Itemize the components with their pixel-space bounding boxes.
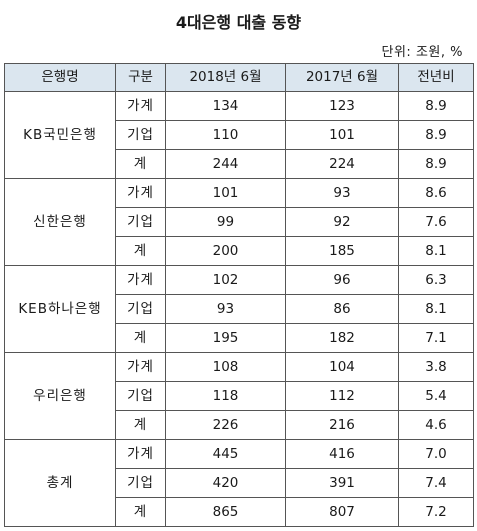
yoy-cell: 7.6 xyxy=(398,207,474,237)
value-2018-cell: 99 xyxy=(165,207,286,237)
value-2018-cell: 226 xyxy=(165,410,286,440)
kind-cell: 가계 xyxy=(115,439,166,469)
table-row: 기업 110 101 8.9 xyxy=(5,120,474,150)
yoy-cell: 8.1 xyxy=(398,294,474,324)
value-2017-cell: 216 xyxy=(285,410,399,440)
table-row: 계 195 182 7.1 xyxy=(5,323,474,353)
value-2017-cell: 123 xyxy=(285,91,399,121)
kind-cell: 기업 xyxy=(115,207,166,237)
value-2017-cell: 96 xyxy=(285,265,399,295)
value-2018-cell: 110 xyxy=(165,120,286,150)
kind-cell: 계 xyxy=(115,323,166,353)
yoy-cell: 8.9 xyxy=(398,120,474,150)
value-2017-cell: 101 xyxy=(285,120,399,150)
bank-name-cell: 우리은행 xyxy=(4,352,116,440)
table-row: KEB하나은행 가계 102 96 6.3 xyxy=(4,265,474,353)
table-row: 계 226 216 4.6 xyxy=(5,410,474,440)
yoy-cell: 3.8 xyxy=(398,352,474,382)
yoy-cell: 8.6 xyxy=(398,178,474,208)
kind-cell: 기업 xyxy=(115,468,166,498)
value-2017-cell: 112 xyxy=(285,381,399,411)
table-row: 계 865 807 7.2 xyxy=(5,497,474,527)
total-name-cell: 총계 xyxy=(4,439,116,527)
kind-cell: 기업 xyxy=(115,381,166,411)
table-row: 총계 가계 445 416 7.0 xyxy=(4,439,474,527)
value-2018-cell: 102 xyxy=(165,265,286,295)
table-row: 기업 118 112 5.4 xyxy=(5,381,474,411)
table-row: 우리은행 가계 108 104 3.8 xyxy=(4,352,474,440)
table-row: 계 200 185 8.1 xyxy=(5,236,474,266)
document-title: 4대은행 대출 동향 xyxy=(175,13,302,32)
table-row: 기업 99 92 7.6 xyxy=(5,207,474,237)
table-row: 신한은행 가계 101 93 8.6 xyxy=(4,178,474,266)
value-2017-cell: 104 xyxy=(285,352,399,382)
value-2018-cell: 200 xyxy=(165,236,286,266)
value-2017-cell: 185 xyxy=(285,236,399,266)
kind-cell: 가계 xyxy=(115,178,166,208)
yoy-cell: 8.1 xyxy=(398,236,474,266)
value-2018-cell: 865 xyxy=(165,497,286,527)
kind-cell: 가계 xyxy=(115,265,166,295)
value-2018-cell: 108 xyxy=(165,352,286,382)
value-2018-cell: 93 xyxy=(165,294,286,324)
header-kind: 구분 xyxy=(115,63,166,92)
yoy-cell: 6.3 xyxy=(398,265,474,295)
value-2018-cell: 244 xyxy=(165,149,286,179)
value-2018-cell: 134 xyxy=(165,91,286,121)
yoy-cell: 8.9 xyxy=(398,91,474,121)
value-2017-cell: 391 xyxy=(285,468,399,498)
bank-name-cell: KEB하나은행 xyxy=(4,265,116,353)
table-row: 계 244 224 8.9 xyxy=(5,149,474,179)
value-2018-cell: 195 xyxy=(165,323,286,353)
header-bank: 은행명 xyxy=(4,63,116,92)
table-body: KB국민은행 가계 134 123 8.9 기업 110 101 8.9 계 2… xyxy=(4,91,474,527)
value-2018-cell: 101 xyxy=(165,178,286,208)
yoy-cell: 4.6 xyxy=(398,410,474,440)
table-row: KB국민은행 가계 134 123 8.9 xyxy=(4,91,474,179)
unit-note: 단위: 조원, % xyxy=(381,45,463,60)
bank-name-cell: KB국민은행 xyxy=(4,91,116,179)
kind-cell: 가계 xyxy=(115,352,166,382)
header-2017-june: 2017년 6월 xyxy=(285,63,399,92)
yoy-cell: 7.1 xyxy=(398,323,474,353)
kind-cell: 계 xyxy=(115,236,166,266)
yoy-cell: 7.4 xyxy=(398,468,474,498)
value-2017-cell: 92 xyxy=(285,207,399,237)
value-2017-cell: 416 xyxy=(285,439,399,469)
value-2018-cell: 445 xyxy=(165,439,286,469)
table-row: 기업 93 86 8.1 xyxy=(5,294,474,324)
bank-name-cell: 신한은행 xyxy=(4,178,116,266)
kind-cell: 기업 xyxy=(115,120,166,150)
yoy-cell: 8.9 xyxy=(398,149,474,179)
table-header-row: 은행명 구분 2018년 6월 2017년 6월 전년비 xyxy=(4,63,474,92)
loan-trend-table: 은행명 구분 2018년 6월 2017년 6월 전년비 KB국민은행 가계 1… xyxy=(4,63,474,527)
kind-cell: 계 xyxy=(115,410,166,440)
value-2017-cell: 807 xyxy=(285,497,399,527)
header-2018-june: 2018년 6월 xyxy=(165,63,286,92)
value-2017-cell: 93 xyxy=(285,178,399,208)
yoy-cell: 7.2 xyxy=(398,497,474,527)
kind-cell: 계 xyxy=(115,149,166,179)
kind-cell: 계 xyxy=(115,497,166,527)
header-yoy: 전년비 xyxy=(398,63,474,92)
value-2018-cell: 118 xyxy=(165,381,286,411)
value-2017-cell: 86 xyxy=(285,294,399,324)
value-2018-cell: 420 xyxy=(165,468,286,498)
kind-cell: 가계 xyxy=(115,91,166,121)
yoy-cell: 5.4 xyxy=(398,381,474,411)
kind-cell: 기업 xyxy=(115,294,166,324)
value-2017-cell: 224 xyxy=(285,149,399,179)
value-2017-cell: 182 xyxy=(285,323,399,353)
yoy-cell: 7.0 xyxy=(398,439,474,469)
